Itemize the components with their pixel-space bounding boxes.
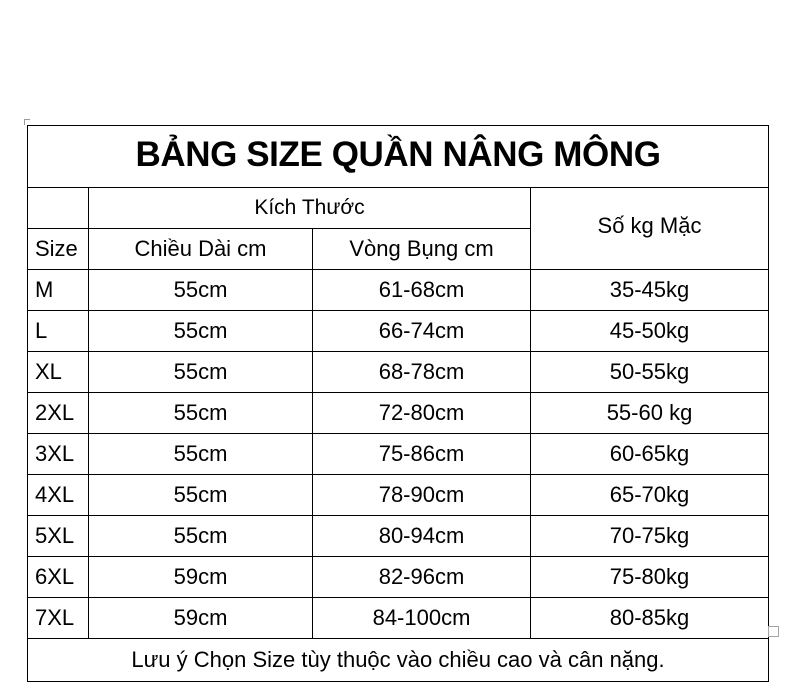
cell-waist: 75-86cm [312,433,531,475]
cell-length: 55cm [88,269,313,311]
header-blank-cell [27,187,89,229]
cell-weight: 35-45kg [530,269,769,311]
cell-waist: 80-94cm [312,515,531,557]
cell-weight: 65-70kg [530,474,769,516]
cell-weight: 80-85kg [530,597,769,639]
cell-size: 2XL [27,392,89,434]
note-cell: Lưu ý Chọn Size tùy thuộc vào chiều cao … [27,638,769,682]
cell-length: 55cm [88,515,313,557]
cell-weight: 55-60 kg [530,392,769,434]
cell-waist: 78-90cm [312,474,531,516]
cell-weight: 70-75kg [530,515,769,557]
cell-size: 4XL [27,474,89,516]
size-chart-table: BẢNG SIZE QUẦN NÂNG MÔNG Kích Thước Số k… [27,125,769,682]
size-chart-container: BẢNG SIZE QUẦN NÂNG MÔNG Kích Thước Số k… [27,125,769,682]
header-size-cell: Size [27,228,89,270]
table-row: 6XL 59cm 82-96cm 75-80kg [27,556,769,598]
cell-waist: 68-78cm [312,351,531,393]
header-row-group: Kích Thước Số kg Mặc [27,187,769,270]
cell-waist: 82-96cm [312,556,531,598]
table-row: 3XL 55cm 75-86cm 60-65kg [27,433,769,475]
size-advice-note: Lưu ý Chọn Size tùy thuộc vào chiều cao … [131,647,665,673]
table-row: 4XL 55cm 78-90cm 65-70kg [27,474,769,516]
cell-size: XL [27,351,89,393]
header-length-label: Chiều Dài cm [134,236,267,262]
selection-corner-tick [24,119,30,125]
cell-waist: 84-100cm [312,597,531,639]
cell-size: M [27,269,89,311]
header-length-cell: Chiều Dài cm [88,228,313,270]
cell-length: 55cm [88,392,313,434]
header-waist-label: Vòng Bụng cm [349,236,494,262]
cell-weight: 45-50kg [530,310,769,352]
selection-resize-handle[interactable] [768,626,779,637]
cell-waist: 61-68cm [312,269,531,311]
cell-waist: 72-80cm [312,392,531,434]
header-weight-label: Số kg Mặc [597,212,702,238]
header-size-label: Size [35,236,78,262]
cell-length: 55cm [88,474,313,516]
cell-size: 7XL [27,597,89,639]
table-row: 5XL 55cm 80-94cm 70-75kg [27,515,769,557]
cell-length: 59cm [88,556,313,598]
cell-length: 55cm [88,433,313,475]
page-title: BẢNG SIZE QUẦN NÂNG MÔNG [135,135,661,175]
chart-title-cell: BẢNG SIZE QUẦN NÂNG MÔNG [27,125,769,188]
cell-size: 3XL [27,433,89,475]
cell-length: 55cm [88,310,313,352]
header-measurements-label: Kích Thước [254,195,365,219]
table-row: 7XL 59cm 84-100cm 80-85kg [27,597,769,639]
table-row: M 55cm 61-68cm 35-45kg [27,269,769,311]
table-row: L 55cm 66-74cm 45-50kg [27,310,769,352]
header-waist-cell: Vòng Bụng cm [312,228,531,270]
cell-weight: 50-55kg [530,351,769,393]
cell-size: 5XL [27,515,89,557]
table-row: 2XL 55cm 72-80cm 55-60 kg [27,392,769,434]
cell-weight: 60-65kg [530,433,769,475]
note-row: Lưu ý Chọn Size tùy thuộc vào chiều cao … [27,638,769,682]
cell-length: 55cm [88,351,313,393]
cell-waist: 66-74cm [312,310,531,352]
table-row: XL 55cm 68-78cm 50-55kg [27,351,769,393]
cell-weight: 75-80kg [530,556,769,598]
cell-length: 59cm [88,597,313,639]
title-row: BẢNG SIZE QUẦN NÂNG MÔNG [27,125,769,188]
header-measurements-group: Kích Thước [88,187,531,229]
cell-size: L [27,310,89,352]
cell-size: 6XL [27,556,89,598]
header-weight-cell: Số kg Mặc [530,187,769,270]
